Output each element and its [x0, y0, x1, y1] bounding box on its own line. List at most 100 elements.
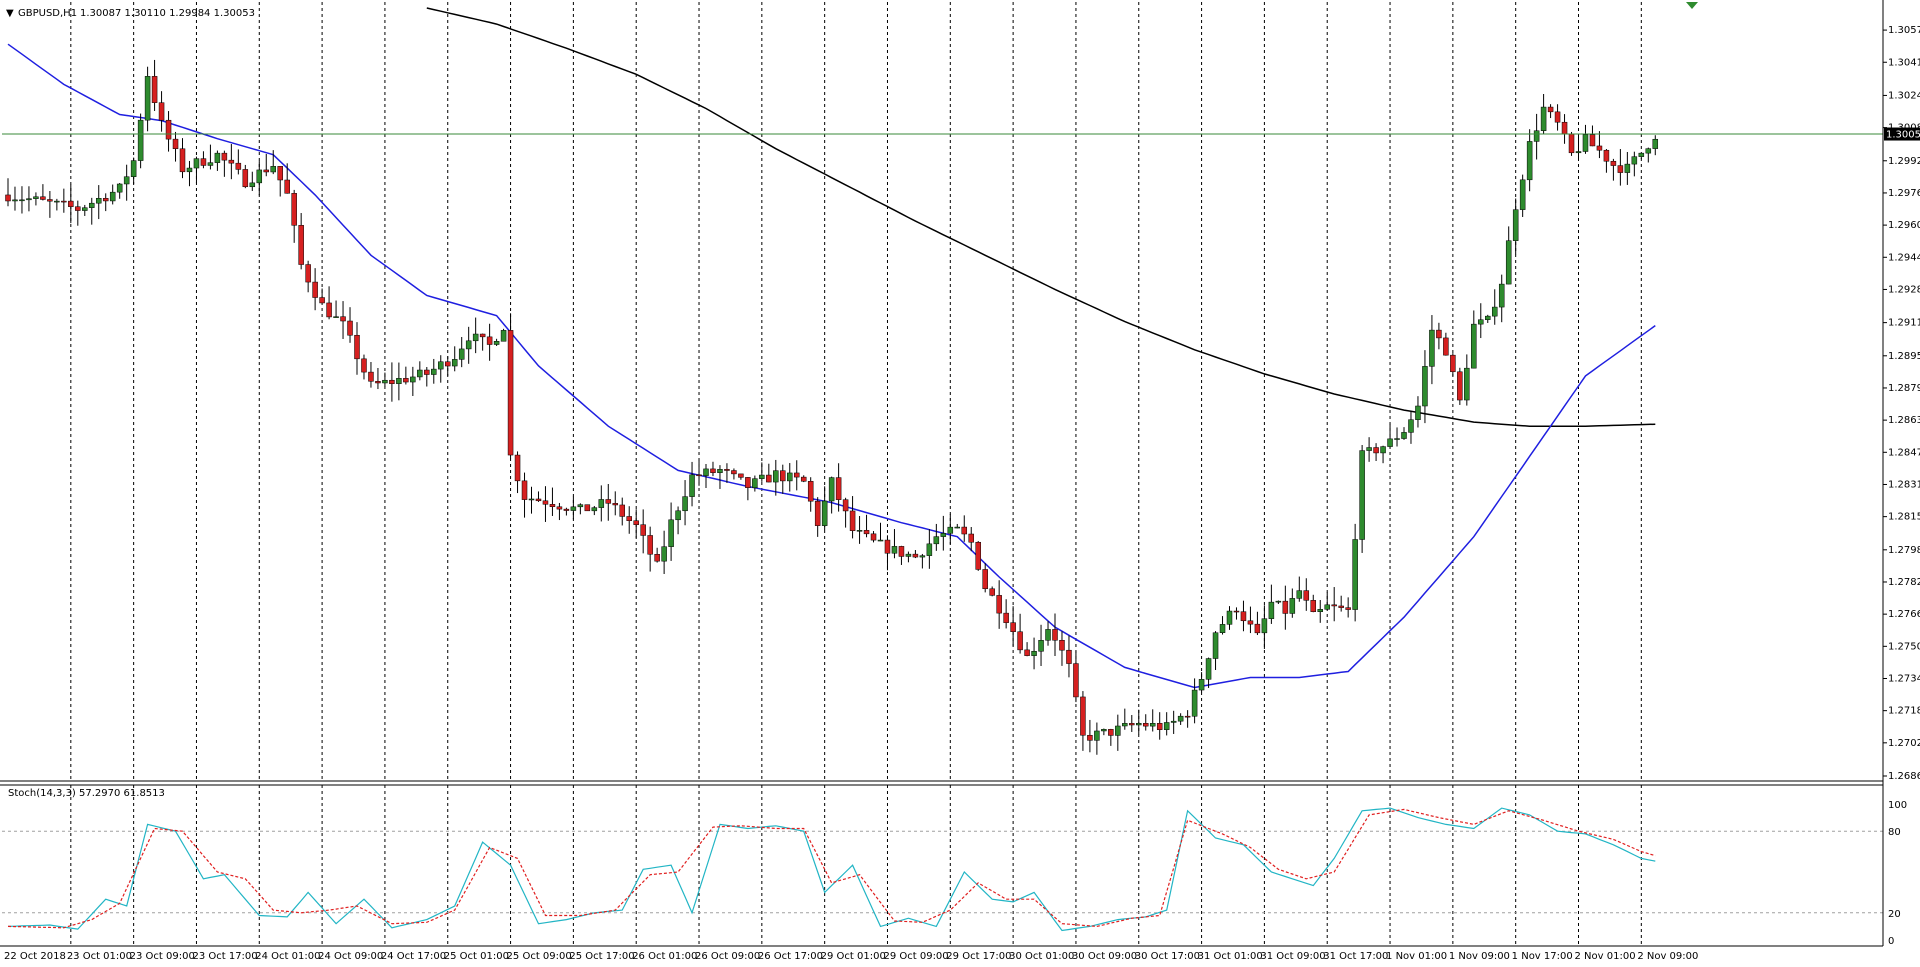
- y-tick-label: 1.29600: [1888, 220, 1920, 231]
- candle-body: [1045, 629, 1051, 641]
- y-tick-label: 1.28310: [1888, 479, 1920, 490]
- x-tick-label: 1 Nov 17:00: [1512, 951, 1573, 962]
- candle-body: [438, 361, 444, 370]
- candle-body: [800, 476, 807, 482]
- candle-body: [54, 200, 60, 203]
- candle-body: [1142, 723, 1149, 727]
- candle-body: [570, 506, 577, 511]
- candle-body: [249, 182, 256, 188]
- candle-body: [26, 198, 32, 201]
- y-tick-label: 1.30570: [1888, 25, 1920, 36]
- candle-body: [619, 504, 625, 517]
- candle-body: [1059, 639, 1065, 651]
- y-tick-label: 1.30245: [1888, 90, 1920, 101]
- candle-body: [1603, 149, 1610, 162]
- candle-body: [535, 498, 542, 502]
- y-tick-label: 1.27505: [1888, 641, 1920, 652]
- candle-body: [389, 379, 395, 384]
- candle-body: [193, 158, 200, 169]
- candle-body: [989, 588, 995, 596]
- candle-body: [528, 498, 535, 501]
- candle-body: [200, 158, 207, 166]
- candle-body: [242, 169, 249, 188]
- y-tick-label: 1.29760: [1888, 188, 1920, 199]
- candle-body: [1345, 607, 1351, 610]
- current-price-tag: 1.30053: [1886, 130, 1920, 141]
- candle-body: [1491, 306, 1498, 317]
- stoch-main-line: [7, 807, 1656, 932]
- candle-body: [75, 206, 81, 211]
- candle-body: [856, 530, 863, 532]
- candle-body: [5, 194, 11, 202]
- candle-body: [1136, 723, 1142, 726]
- candle-body: [1540, 106, 1547, 131]
- candle-body: [305, 264, 311, 283]
- candle-body: [158, 102, 165, 121]
- candle-body: [759, 474, 765, 479]
- candle-body: [1589, 134, 1596, 147]
- candle-body: [263, 169, 270, 173]
- candle-body: [1450, 354, 1456, 373]
- candle-body: [1652, 138, 1659, 149]
- candle-body: [1038, 640, 1044, 652]
- candle-body: [717, 469, 723, 473]
- x-tick-label: 23 Oct 01:00: [67, 951, 132, 962]
- candle-body: [1073, 663, 1079, 698]
- candle-body: [661, 546, 667, 562]
- x-tick-label: 31 Oct 17:00: [1323, 951, 1388, 962]
- candle-body: [116, 183, 123, 193]
- candle-body: [1184, 715, 1191, 718]
- x-tick-label: 2 Nov 01:00: [1575, 951, 1636, 962]
- candle-body: [137, 119, 144, 161]
- candle-body: [947, 526, 954, 534]
- candle-body: [514, 454, 521, 482]
- candle-body: [1408, 419, 1414, 433]
- candle-body: [123, 176, 130, 185]
- candle-body: [731, 470, 737, 475]
- candle-body: [368, 371, 374, 382]
- candle-body: [1645, 148, 1652, 154]
- candle-body: [68, 200, 74, 207]
- candle-body: [340, 316, 346, 322]
- candle-body: [612, 503, 619, 506]
- candle-body: [1324, 604, 1330, 610]
- candle-body: [109, 191, 116, 202]
- candle-body: [549, 504, 556, 508]
- y-tick-label: 1.28630: [1888, 415, 1920, 426]
- candle-body: [277, 166, 283, 181]
- candle-body: [1505, 240, 1512, 285]
- candle-body: [1373, 447, 1379, 454]
- candle-body: [1387, 438, 1393, 447]
- stoch-header-label: Stoch(14,3,3) 57.2970 61.8513: [8, 788, 165, 799]
- candle-body: [417, 369, 423, 378]
- candle-body: [1170, 720, 1177, 723]
- candle-body: [996, 595, 1002, 614]
- candle-body: [745, 477, 751, 488]
- chart-menu-triangle-icon[interactable]: ▼: [6, 8, 14, 19]
- ma-200-path: [426, 7, 1656, 427]
- shift-marker-icon[interactable]: [1686, 2, 1698, 9]
- candle-body: [33, 196, 39, 199]
- candle-body: [1526, 141, 1533, 181]
- candle-body: [926, 543, 933, 556]
- candle-body: [1233, 610, 1240, 613]
- candle-body: [1624, 163, 1631, 173]
- x-tick-label: 29 Oct 09:00: [883, 951, 948, 962]
- candle-body: [256, 169, 263, 184]
- candle-body: [1108, 729, 1114, 736]
- candle-body: [982, 569, 988, 590]
- candle-body: [1226, 610, 1233, 625]
- candle-body: [95, 198, 102, 204]
- candle-body: [1163, 722, 1170, 730]
- candle-body: [1240, 611, 1247, 622]
- candle-body: [591, 507, 598, 512]
- candle-body: [1485, 315, 1491, 320]
- candle-body: [1352, 539, 1358, 610]
- candle-body: [1498, 283, 1505, 308]
- candle-body: [1289, 598, 1296, 614]
- y-tick-label: 1.30410: [1888, 57, 1920, 68]
- candle-body: [479, 333, 486, 338]
- candle-body: [165, 119, 172, 140]
- candle-body: [1268, 601, 1275, 619]
